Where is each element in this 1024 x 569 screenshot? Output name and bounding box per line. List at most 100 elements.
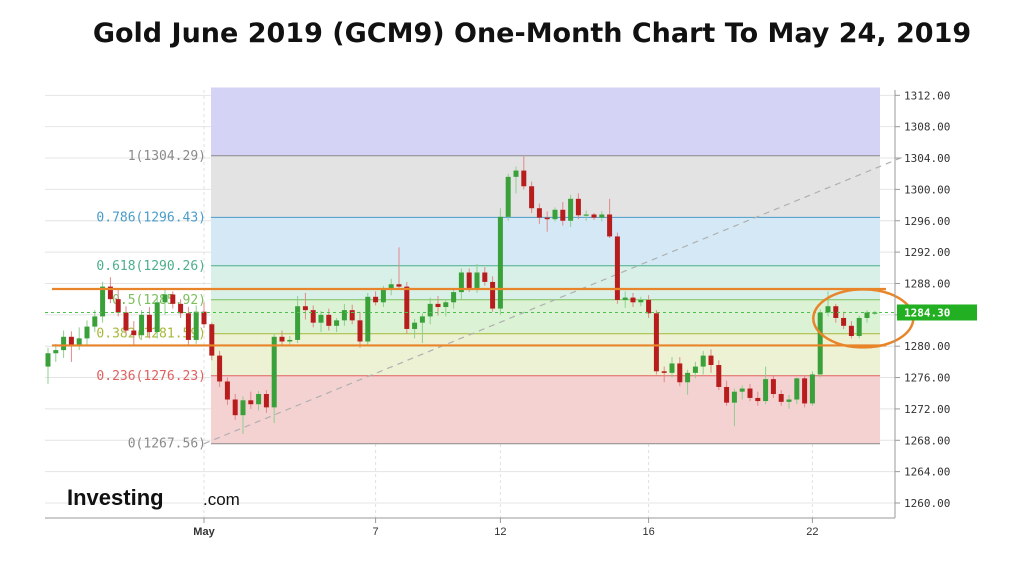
candle-body <box>536 208 542 218</box>
candle-body <box>724 386 730 403</box>
y-tick-label-6: 1288.00 <box>904 277 950 290</box>
candle-body <box>412 322 418 329</box>
candle-body <box>614 236 620 300</box>
candle-27 <box>256 390 262 411</box>
candle-91 <box>755 391 761 406</box>
candle-body <box>482 272 488 282</box>
candle-body <box>513 170 519 177</box>
fib-zone-6 <box>211 375 880 444</box>
candle-body <box>256 394 262 405</box>
candle-body <box>770 379 776 395</box>
candle-body <box>739 388 745 392</box>
candle-65 <box>552 207 558 222</box>
candle-body <box>123 312 129 331</box>
y-tick-label-11: 1268.00 <box>904 434 950 447</box>
candle-79 <box>661 366 667 383</box>
candle-12 <box>139 310 145 340</box>
candle-body <box>747 388 753 398</box>
last-price-tag <box>897 304 977 321</box>
candle-body <box>139 314 145 336</box>
candle-body <box>53 350 59 354</box>
candle-84 <box>700 350 706 375</box>
candle-body <box>92 316 98 327</box>
candle-17 <box>178 299 184 318</box>
candle-66 <box>560 201 566 226</box>
candle-body <box>287 339 293 342</box>
fib-label-6: 0(1267.56) <box>128 437 206 452</box>
candle-8 <box>107 277 113 304</box>
candle-body <box>201 311 207 325</box>
candle-78 <box>653 310 659 375</box>
candle-body <box>396 284 402 287</box>
candle-1 <box>53 343 59 362</box>
candle-39 <box>349 304 355 325</box>
investing-logo: Investing .com <box>67 485 240 510</box>
candle-89 <box>739 385 745 400</box>
candle-body <box>794 378 800 400</box>
candle-body <box>162 294 168 303</box>
horizontal-lines <box>45 287 895 347</box>
candle-body <box>692 366 698 373</box>
candle-body <box>178 303 184 314</box>
candle-72 <box>607 198 613 239</box>
candle-body <box>778 394 784 402</box>
candle-body <box>115 299 121 313</box>
candle-42 <box>373 291 379 306</box>
candle-body <box>357 320 363 342</box>
candle-body <box>700 355 706 367</box>
candle-body <box>334 320 340 326</box>
candle-92 <box>763 366 769 405</box>
y-tick-label-10: 1272.00 <box>904 403 950 416</box>
candle-73 <box>614 232 620 304</box>
y-tick-label-8: 1280.00 <box>904 340 950 353</box>
last-price-tag-label: 1284.30 <box>904 306 950 319</box>
candle-body <box>809 374 815 404</box>
candle-103 <box>848 321 854 339</box>
candle-body <box>529 186 535 209</box>
candle-76 <box>638 296 644 307</box>
candle-body <box>786 399 792 402</box>
candle-body <box>45 353 51 367</box>
candle-25 <box>240 396 246 435</box>
fib-label-1: 0.786(1296.43) <box>96 210 206 225</box>
candle-body <box>443 302 449 307</box>
candle-90 <box>747 383 753 402</box>
candle-88 <box>731 388 737 427</box>
candle-body <box>825 306 831 313</box>
fib-zone-0 <box>211 87 880 156</box>
candle-46 <box>404 281 410 334</box>
candle-body <box>560 209 566 221</box>
candle-23 <box>224 377 230 405</box>
candle-body <box>669 363 675 373</box>
x-tick-label-1: 7 <box>373 526 379 538</box>
y-tick-label-4: 1296.00 <box>904 215 950 228</box>
candle-body <box>653 313 659 372</box>
candle-body <box>591 214 597 218</box>
candle-40 <box>357 311 363 348</box>
candle-97 <box>802 375 808 408</box>
candle-body <box>373 296 379 303</box>
candle-10 <box>123 306 129 335</box>
candle-body <box>185 313 191 340</box>
candle-37 <box>334 317 340 333</box>
candle-body <box>458 272 464 293</box>
y-tick-label-0: 1312.00 <box>904 89 950 102</box>
fib-zone-5 <box>211 333 880 376</box>
candle-86 <box>716 360 722 391</box>
x-tick-label-3: 16 <box>642 526 654 538</box>
candle-80 <box>669 357 675 378</box>
candle-19 <box>193 305 199 344</box>
candle-body <box>310 310 316 323</box>
candle-75 <box>630 292 636 307</box>
candle-body <box>833 306 839 318</box>
candle-body <box>466 272 472 289</box>
candle-body <box>248 400 254 405</box>
candle-body <box>419 316 425 323</box>
candle-body <box>404 286 410 329</box>
candle-body <box>326 314 332 326</box>
candle-body <box>100 286 106 317</box>
candle-50 <box>435 296 441 316</box>
candle-body <box>349 310 355 321</box>
candle-26 <box>248 391 254 409</box>
